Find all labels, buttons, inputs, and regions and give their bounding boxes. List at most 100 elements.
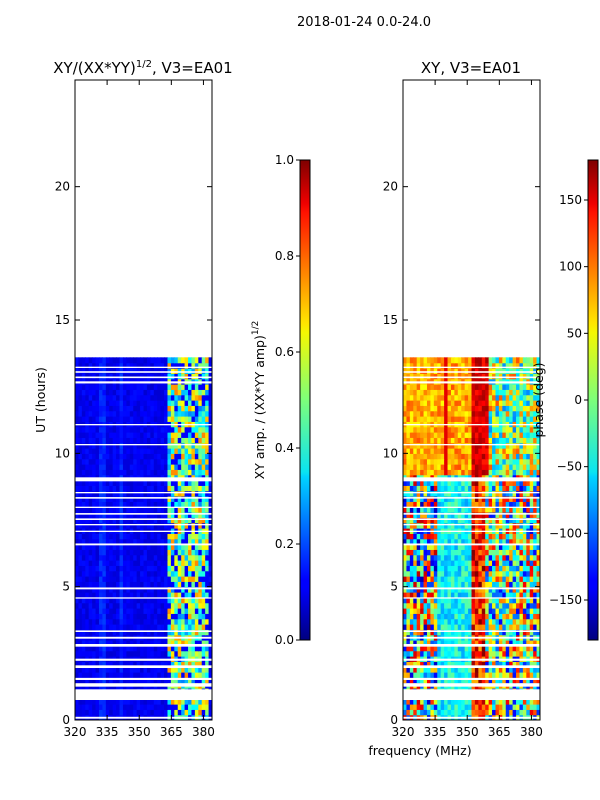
heatmap-cell: [533, 645, 538, 652]
heatmap-cell: [529, 624, 534, 630]
heatmap-cell: [112, 517, 117, 524]
heatmap-cell: [129, 453, 134, 460]
heatmap-cell: [522, 565, 527, 572]
heatmap-cell: [526, 432, 531, 438]
heatmap-cell: [512, 709, 517, 716]
heatmap-cell: [81, 362, 86, 369]
heatmap-cell: [208, 576, 212, 582]
heatmap-cell: [444, 560, 449, 566]
heatmap-cell: [157, 581, 162, 588]
heatmap-cell: [153, 485, 158, 492]
heatmap-cell: [116, 490, 121, 497]
heatmap-cell: [92, 597, 97, 604]
heatmap-cell: [174, 389, 179, 396]
heatmap-cell: [177, 410, 182, 417]
heatmap-cell: [129, 581, 134, 588]
heatmap-cell: [526, 560, 531, 566]
heatmap-cell: [75, 394, 80, 401]
heatmap-cell: [122, 512, 127, 518]
heatmap-cell: [498, 613, 503, 620]
heatmap-cell: [122, 501, 127, 508]
heatmap-cell: [170, 570, 175, 577]
amplitude-y-axis-label: UT (hours): [33, 367, 48, 433]
heatmap-cell: [191, 437, 196, 444]
x-tick-label: 380: [192, 725, 215, 739]
heatmap-cell: [481, 506, 486, 513]
heatmap-cell: [112, 496, 117, 502]
heatmap-cell: [184, 522, 189, 529]
heatmap-cell: [88, 464, 93, 470]
heatmap-cell: [512, 640, 517, 646]
heatmap-cell: [191, 357, 196, 364]
heatmap-cell: [481, 709, 486, 716]
heatmap-cell: [208, 442, 212, 449]
heatmap-cell: [403, 602, 408, 609]
heatmap-cell: [167, 677, 172, 684]
heatmap-cell: [471, 496, 476, 502]
heatmap-cell: [188, 464, 193, 470]
heatmap-cell: [133, 565, 138, 572]
heatmap-cell: [119, 709, 124, 716]
heatmap-cell: [450, 442, 455, 449]
heatmap-cell: [454, 645, 459, 652]
heatmap-cell: [416, 490, 421, 497]
heatmap-cell: [201, 464, 206, 470]
heatmap-cell: [153, 506, 158, 513]
heatmap-cell: [109, 453, 114, 460]
heatmap-cell: [102, 357, 107, 364]
heatmap-cell: [150, 389, 155, 396]
heatmap-cell: [430, 618, 435, 625]
heatmap-cell: [454, 698, 459, 705]
colorbar-tick-label: 0.4: [275, 441, 294, 455]
heatmap-cell: [129, 661, 134, 668]
heatmap-cell: [174, 661, 179, 668]
heatmap-cell: [478, 629, 483, 636]
heatmap-cell: [160, 602, 165, 609]
heatmap-cell: [426, 533, 432, 540]
heatmap-cell: [440, 464, 445, 470]
heatmap-cell: [109, 704, 114, 710]
heatmap-cell: [406, 592, 411, 598]
heatmap-cell: [440, 645, 445, 652]
heatmap-cell: [133, 384, 138, 390]
heatmap-cell: [450, 597, 455, 604]
heatmap-cell: [433, 490, 438, 497]
heatmap-cell: [437, 581, 442, 588]
heatmap-cell: [201, 373, 206, 380]
heatmap-cell: [177, 672, 182, 678]
heatmap-cell: [505, 458, 510, 465]
heatmap-cell: [126, 357, 131, 364]
heatmap-cell: [464, 533, 469, 540]
heatmap-cell: [409, 672, 414, 678]
heatmap-cell: [533, 629, 538, 636]
heatmap-cell: [167, 709, 172, 716]
heatmap-cell: [164, 357, 169, 364]
heatmap-cell: [136, 458, 141, 465]
heatmap-cell: [85, 522, 90, 529]
heatmap-cell: [140, 394, 145, 401]
heatmap-cell: [423, 501, 428, 508]
heatmap-cell: [495, 485, 500, 492]
heatmap-cell: [430, 517, 435, 524]
heatmap-cell: [119, 410, 124, 417]
heatmap-cell: [167, 661, 172, 668]
heatmap-cell: [519, 512, 524, 518]
heatmap-cell: [502, 469, 507, 476]
heatmap-cell: [454, 517, 459, 524]
heatmap-cell: [492, 490, 497, 497]
heatmap-cell: [78, 373, 83, 380]
heatmap-cell: [409, 618, 414, 625]
heatmap-cell: [119, 704, 124, 710]
heatmap-cell: [92, 672, 97, 678]
heatmap-cell: [194, 640, 199, 646]
heatmap-cell: [133, 416, 138, 422]
phase-plot-title: XY, V3=EA01: [421, 59, 521, 77]
heatmap-cell: [430, 501, 435, 508]
heatmap-cell: [440, 437, 445, 444]
heatmap-cell: [140, 581, 145, 588]
heatmap-cell: [509, 618, 514, 625]
heatmap-cell: [426, 618, 432, 625]
heatmap-cell: [505, 512, 510, 518]
heatmap-cell: [167, 442, 172, 449]
heatmap-cell: [181, 666, 186, 673]
